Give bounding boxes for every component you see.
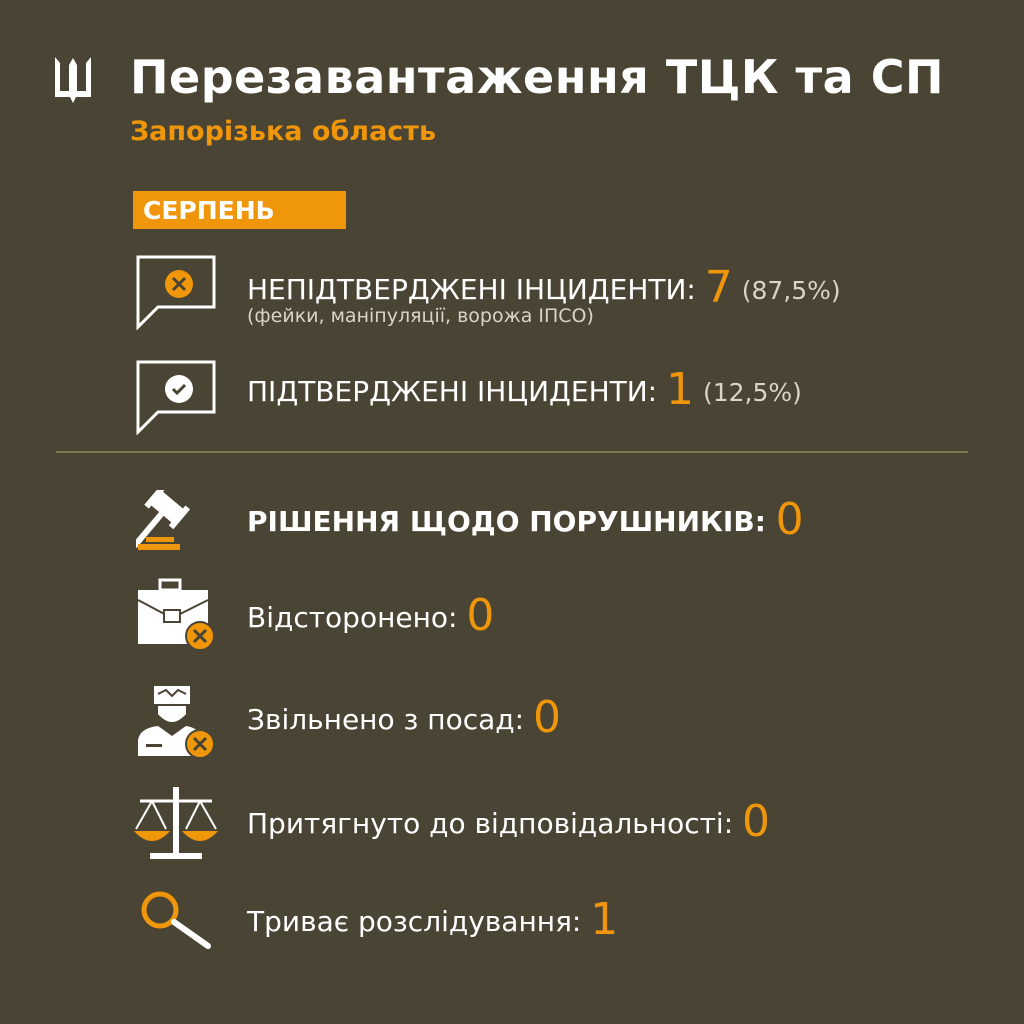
speech-check-icon	[136, 360, 216, 435]
stat-value: 0	[466, 590, 495, 641]
unconfirmed-label: НЕПІДТВЕРДЖЕНІ ІНЦИДЕНТИ:	[247, 273, 696, 306]
stat-value: 1	[590, 894, 619, 945]
divider	[56, 451, 968, 453]
confirmed-label: ПІДТВЕРДЖЕНІ ІНЦИДЕНТИ:	[247, 375, 658, 408]
unconfirmed-percent: (87,5%)	[741, 276, 841, 305]
briefcase-x-icon	[137, 578, 215, 651]
region-subtitle: Запорізька область	[130, 116, 437, 147]
stat-label: Відсторонено:	[247, 601, 458, 634]
gavel-icon	[136, 490, 191, 550]
scales-icon	[134, 787, 218, 859]
decisions-label: РІШЕННЯ ЩОДО ПОРУШНИКІВ:	[247, 505, 766, 538]
stat-suspended: Відсторонено: 0	[247, 590, 494, 641]
trident-icon	[55, 57, 91, 103]
stat-label: Звільнено з посад:	[247, 703, 525, 736]
confirmed-value: 1	[666, 364, 695, 415]
speech-x-icon	[136, 255, 216, 330]
stat-dismissed: Звільнено з посад: 0	[247, 692, 561, 743]
stat-investigation: Триває розслідування: 1	[247, 894, 618, 945]
unconfirmed-value: 7	[704, 262, 733, 313]
page-title: Перезавантаження ТЦК та СП	[130, 50, 944, 104]
unconfirmed-incidents: НЕПІДТВЕРДЖЕНІ ІНЦИДЕНТИ: 7 (87,5%)	[247, 262, 841, 313]
stat-value: 0	[532, 692, 561, 743]
officer-x-icon	[138, 686, 215, 759]
stat-value: 0	[742, 796, 771, 847]
decisions-value: 0	[775, 494, 804, 545]
confirmed-incidents: ПІДТВЕРДЖЕНІ ІНЦИДЕНТИ: 1 (12,5%)	[247, 364, 802, 415]
magnifier-icon	[141, 891, 211, 949]
confirmed-percent: (12,5%)	[702, 378, 802, 407]
decisions: РІШЕННЯ ЩОДО ПОРУШНИКІВ: 0	[247, 494, 804, 545]
stat-label: Триває розслідування:	[247, 905, 582, 938]
stat-prosecuted: Притягнуто до відповідальності: 0	[247, 796, 770, 847]
unconfirmed-note: (фейки, маніпуляції, ворожа ІПСО)	[247, 305, 594, 327]
stat-label: Притягнуто до відповідальності:	[247, 807, 734, 840]
period-badge: СЕРПЕНЬ	[133, 191, 346, 229]
